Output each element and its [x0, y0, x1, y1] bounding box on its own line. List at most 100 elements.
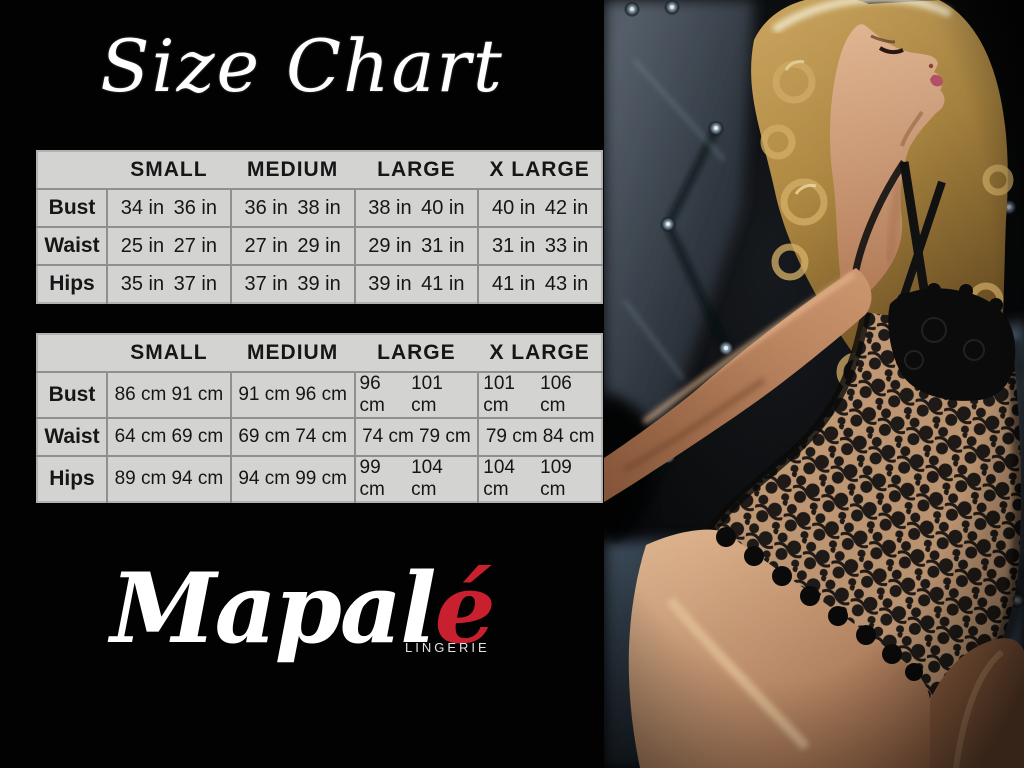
- column-header-xlarge: X LARGE: [489, 158, 590, 181]
- size-cell: 99 cm 104 cm: [353, 455, 479, 502]
- size-cell: 40 in 42 in: [477, 188, 602, 227]
- size-min: 104 cm: [483, 457, 515, 500]
- brand-name-accent: é: [434, 552, 496, 665]
- size-min: 34 in: [120, 196, 165, 219]
- size-min: 31 in: [492, 234, 536, 257]
- column-header-large: LARGE: [377, 341, 456, 364]
- table-row-hips: Hips 35 in 37 in 37 in 39 in 39 in 41 in 41…: [37, 264, 602, 303]
- size-max: 38 in: [297, 196, 341, 219]
- brand-name-main: Mapal: [110, 552, 436, 665]
- row-label: Waist: [37, 417, 107, 456]
- size-max: 33 in: [544, 234, 589, 257]
- size-cell: 38 in 40 in: [353, 188, 479, 227]
- size-cell: 96 cm 101 cm: [353, 371, 479, 418]
- size-cell: 64 cm 69 cm: [106, 417, 231, 456]
- column-header-large: LARGE: [377, 158, 456, 181]
- size-max: 29 in: [297, 234, 341, 257]
- model-photo: [604, 0, 1024, 768]
- row-label: Bust: [37, 188, 107, 227]
- corner-cell: [37, 334, 107, 372]
- corner-cell: [37, 151, 107, 189]
- column-header-medium: MEDIUM: [247, 341, 339, 364]
- size-min: 99 cm: [359, 457, 385, 500]
- size-cell: 74 cm 79 cm: [353, 417, 479, 456]
- size-max: 84 cm: [542, 426, 595, 447]
- size-cell: 39 in 41 in: [353, 264, 479, 303]
- brand-tagline: LINGERIE: [404, 639, 490, 655]
- size-max: 42 in: [544, 196, 589, 219]
- column-header-small: SMALL: [130, 158, 208, 181]
- table-row-hips: Hips 89 cm 94 cm 94 cm 99 cm 99 cm 104 cm 1…: [37, 455, 602, 502]
- size-min: 74 cm: [362, 426, 414, 447]
- size-cell: 104 cm 109 cm: [477, 455, 602, 502]
- size-cell: 34 in 36 in: [106, 188, 231, 227]
- size-min: 27 in: [244, 234, 288, 257]
- size-cell: 79 cm 84 cm: [477, 417, 602, 456]
- size-min: 69 cm: [238, 426, 291, 447]
- vignette: [604, 0, 1024, 768]
- row-label: Waist: [37, 226, 107, 265]
- table-row-bust: Bust 34 in 36 in 36 in 38 in 38 in 40 in 40…: [37, 188, 602, 227]
- size-max: 106 cm: [540, 373, 572, 416]
- brand-logo-wrap: Mapalé LINGERIE: [110, 556, 495, 662]
- size-min: 91 cm: [238, 384, 291, 405]
- size-cell: 69 cm 74 cm: [229, 417, 355, 456]
- size-max: 101 cm: [411, 373, 443, 416]
- row-label: Bust: [37, 371, 107, 418]
- size-cell: 41 in 43 in: [477, 264, 602, 303]
- size-min: 38 in: [368, 196, 412, 219]
- size-max: 91 cm: [171, 384, 224, 405]
- size-max: 94 cm: [171, 468, 224, 489]
- size-cell: 35 in 37 in: [106, 264, 231, 303]
- size-min: 79 cm: [485, 426, 538, 447]
- size-cell: 31 in 33 in: [477, 226, 602, 265]
- size-max: 104 cm: [411, 457, 443, 500]
- size-min: 40 in: [492, 196, 536, 219]
- size-max: 109 cm: [540, 457, 572, 500]
- size-max: 36 in: [173, 196, 217, 219]
- size-min: 101 cm: [483, 373, 515, 416]
- size-cell: 37 in 39 in: [229, 264, 355, 303]
- size-cell: 29 in 31 in: [353, 226, 479, 265]
- size-max: 37 in: [173, 272, 217, 295]
- size-table-inches: SMALL MEDIUM LARGE X LARGE Bust 34 in 36 …: [36, 150, 603, 304]
- brand-logo: Mapalé LINGERIE: [0, 556, 604, 662]
- row-label: Hips: [37, 455, 107, 502]
- brand-name: Mapalé: [110, 552, 496, 665]
- size-table-centimeters: SMALL MEDIUM LARGE X LARGE Bust 86 cm 91 …: [36, 333, 603, 503]
- size-cell: 101 cm 106 cm: [477, 371, 602, 418]
- size-max: 41 in: [421, 272, 465, 295]
- size-max: 79 cm: [418, 426, 471, 447]
- size-min: 39 in: [368, 272, 412, 295]
- size-min: 96 cm: [359, 373, 385, 416]
- size-min: 89 cm: [114, 468, 167, 489]
- size-min: 35 in: [120, 272, 165, 295]
- table-row-bust: Bust 86 cm 91 cm 91 cm 96 cm 96 cm 101 cm 1…: [37, 371, 602, 418]
- size-min: 29 in: [368, 234, 412, 257]
- size-min: 64 cm: [114, 426, 167, 447]
- size-max: 39 in: [297, 272, 341, 295]
- size-min: 37 in: [244, 272, 288, 295]
- model-photo-illustration: [604, 0, 1024, 768]
- size-max: 40 in: [421, 196, 465, 219]
- column-header-xlarge: X LARGE: [489, 341, 590, 364]
- size-min: 41 in: [492, 272, 536, 295]
- size-min: 94 cm: [238, 468, 291, 489]
- chart-panel: Size Chart SMALL MEDIUM LARGE X LARGE Bu…: [0, 24, 604, 662]
- size-cell: 36 in 38 in: [229, 188, 355, 227]
- size-cell: 89 cm 94 cm: [106, 455, 231, 502]
- size-min: 86 cm: [114, 384, 167, 405]
- size-cell: 91 cm 96 cm: [229, 371, 355, 418]
- size-cell: 94 cm 99 cm: [229, 455, 355, 502]
- size-cell: 25 in 27 in: [106, 226, 231, 265]
- size-max: 43 in: [544, 272, 589, 295]
- row-label: Hips: [37, 264, 107, 303]
- table-row-waist: Waist 25 in 27 in 27 in 29 in 29 in 31 in 3…: [37, 226, 602, 265]
- size-max: 74 cm: [295, 426, 347, 447]
- size-max: 69 cm: [171, 426, 224, 447]
- table-row-waist: Waist 64 cm 69 cm 69 cm 74 cm 74 cm 79 cm 7…: [37, 417, 602, 456]
- size-min: 36 in: [244, 196, 288, 219]
- size-min: 25 in: [120, 234, 165, 257]
- size-max: 27 in: [173, 234, 217, 257]
